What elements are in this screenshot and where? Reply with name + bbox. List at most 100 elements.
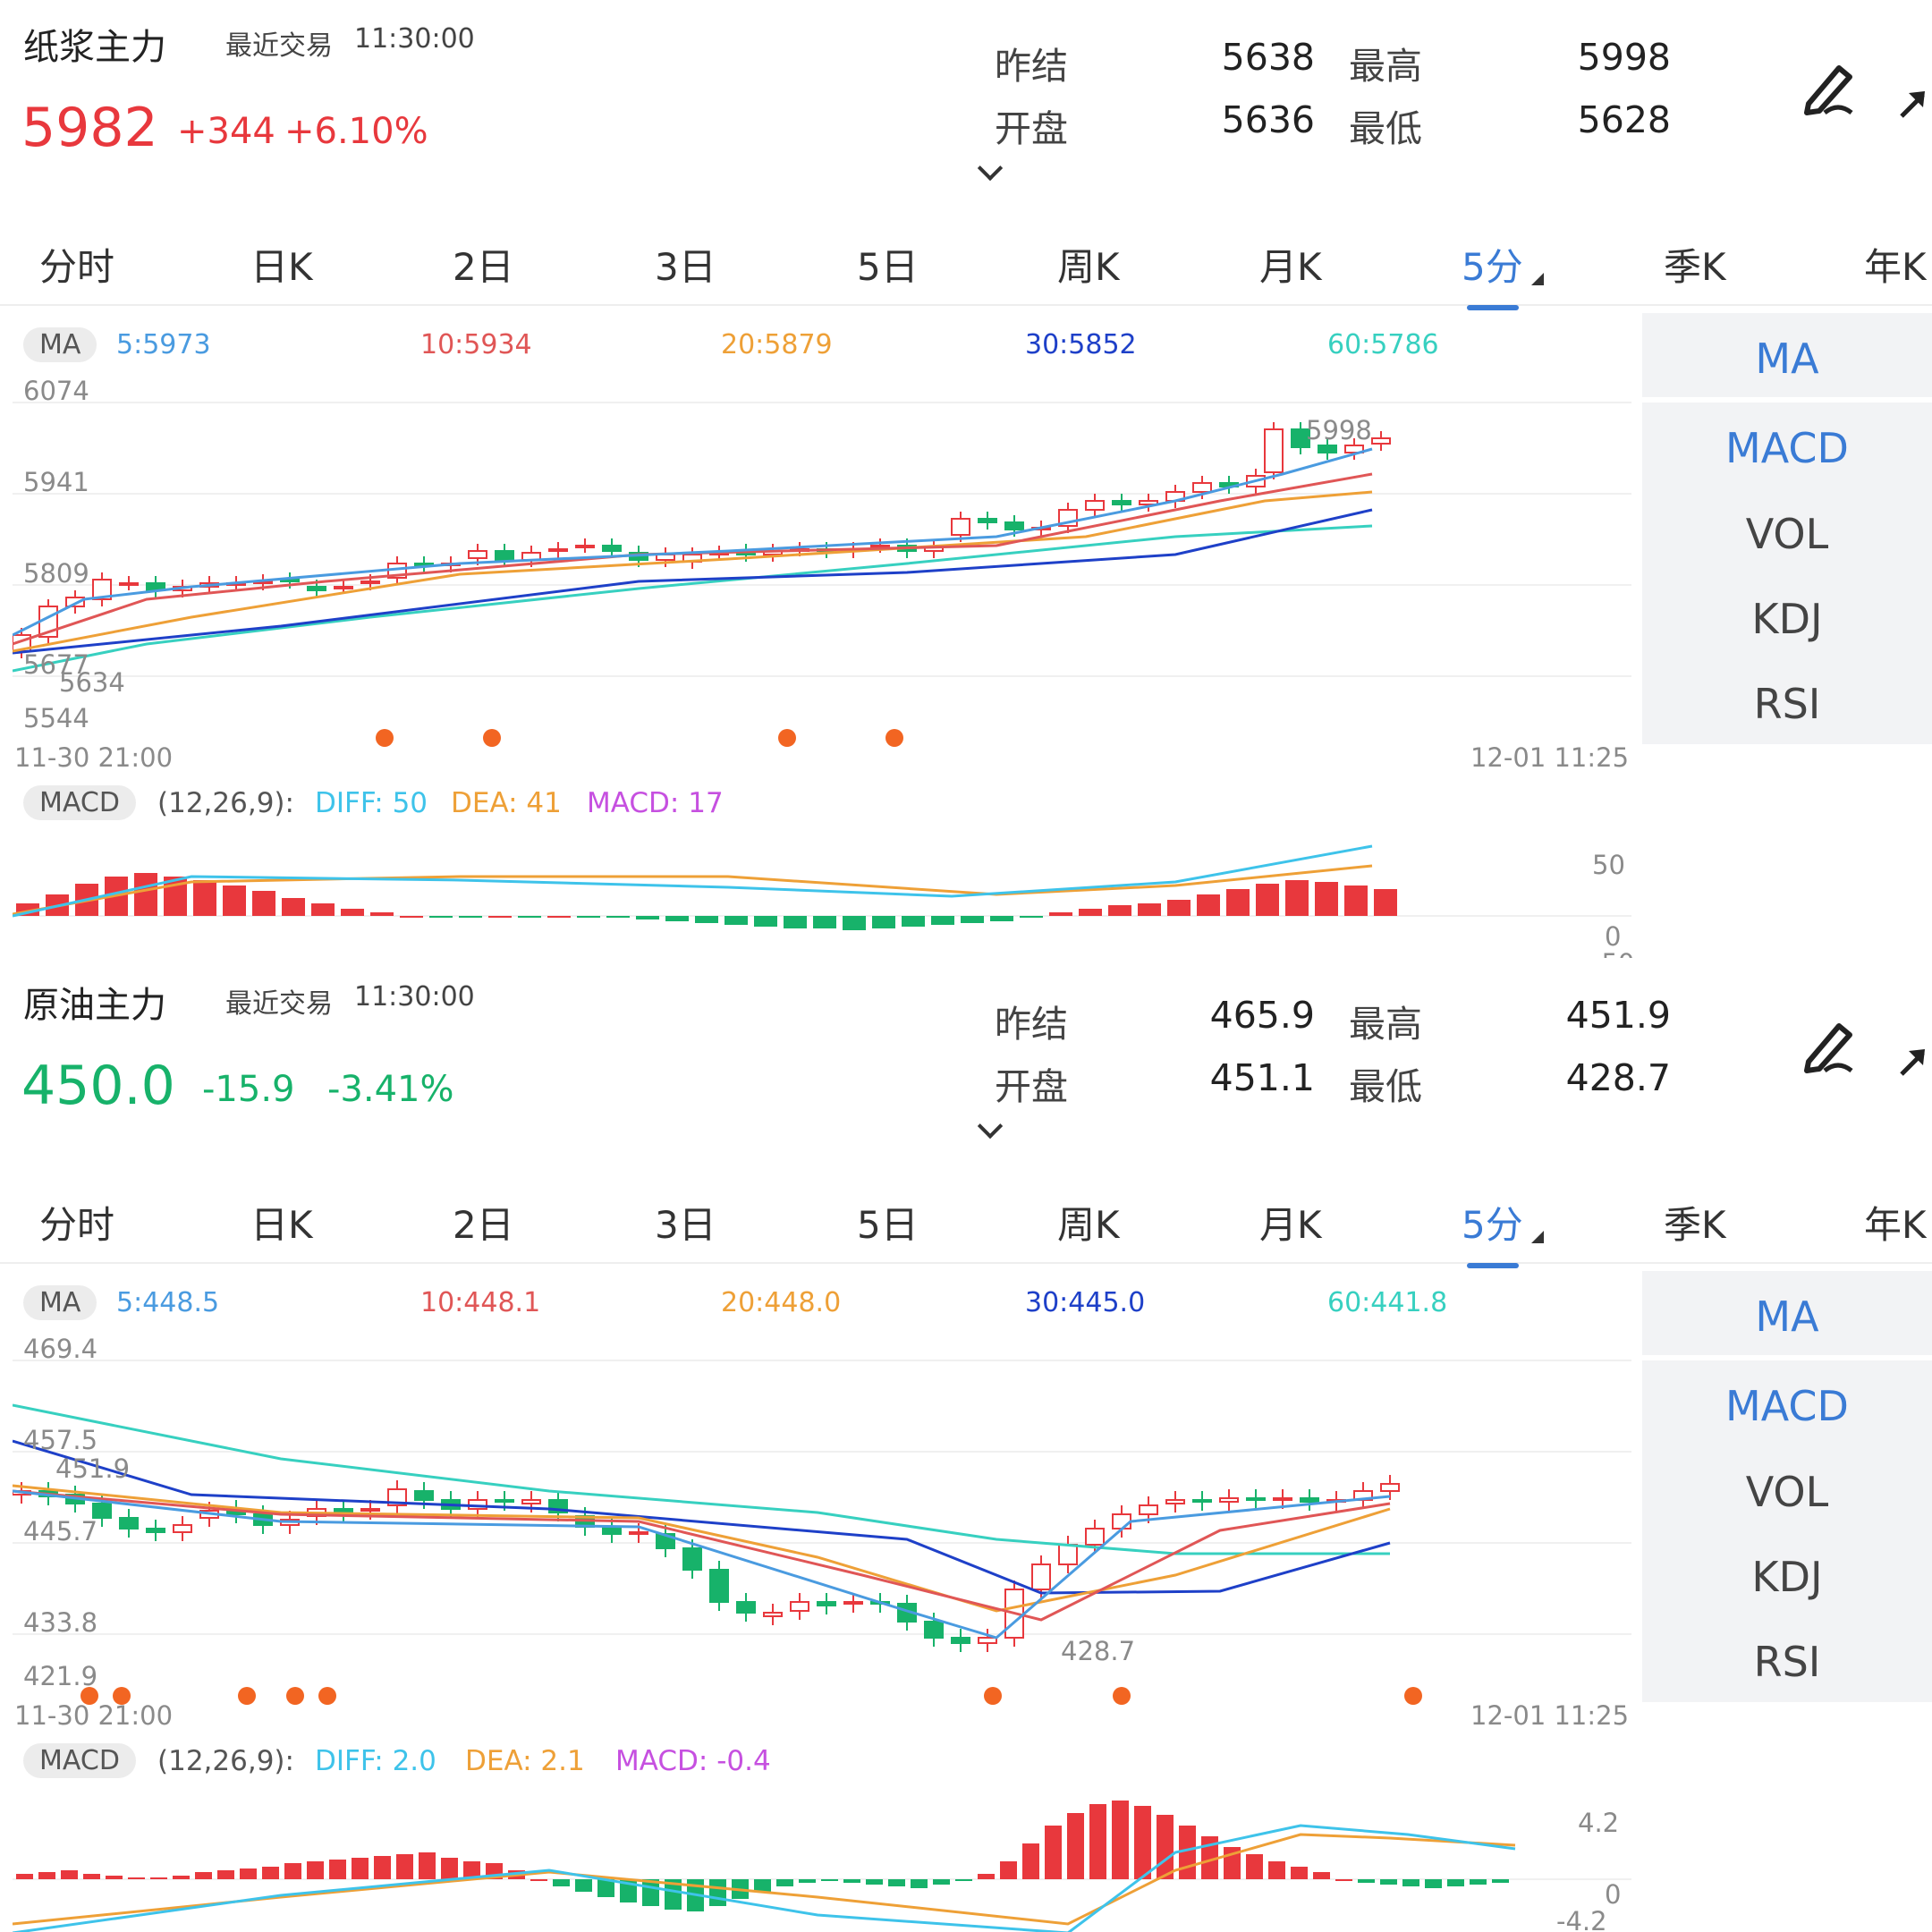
macd-bar — [1246, 1854, 1263, 1879]
indicator-vol[interactable]: VOL — [1745, 1468, 1829, 1516]
macd-bar — [902, 916, 925, 927]
ma30-value: 30:445.0 — [1025, 1287, 1146, 1318]
indicator-rsi[interactable]: RSI — [1753, 1638, 1821, 1686]
candle — [978, 1637, 997, 1644]
draw-pen-icon[interactable] — [1798, 57, 1860, 120]
ma-legend-label[interactable]: MA — [23, 1285, 97, 1320]
expand-quote-icon[interactable] — [977, 155, 1004, 182]
indicator-kdj[interactable]: KDJ — [1751, 595, 1823, 643]
candle — [575, 545, 595, 548]
candle — [763, 1612, 783, 1617]
y-axis-label: 5941 — [23, 467, 89, 497]
tab-5-day[interactable]: 5日 — [857, 245, 919, 289]
candle — [843, 1601, 863, 1605]
quote-panel-crude: 原油主力 最近交易 11:30:00 450.0 -15.9 -3.41% 昨结… — [0, 958, 1932, 1932]
candlestick-chart[interactable] — [13, 376, 1631, 724]
candle — [146, 1528, 165, 1533]
indicator-vol[interactable]: VOL — [1745, 510, 1829, 558]
tab-5-min[interactable]: 5分 — [1462, 245, 1523, 289]
fullscreen-arrow-icon[interactable] — [1894, 86, 1930, 122]
macd-bar — [1335, 1879, 1352, 1881]
macd-bar — [1374, 889, 1397, 916]
macd-axis-label: 50 — [1592, 850, 1625, 880]
ma20-line — [13, 1484, 1391, 1613]
tab-day-k[interactable]: 日K — [250, 1203, 313, 1247]
indicator-sidebar: MA MACD VOL KDJ RSI — [1642, 313, 1932, 744]
tab-day-k[interactable]: 日K — [250, 245, 313, 289]
indicator-rsi[interactable]: RSI — [1753, 680, 1821, 728]
macd-bar — [1022, 1843, 1039, 1879]
fullscreen-arrow-icon[interactable] — [1894, 1044, 1930, 1080]
expand-quote-icon[interactable] — [977, 1113, 1004, 1140]
tab-3-day[interactable]: 3日 — [655, 1203, 716, 1247]
tab-timeshare[interactable]: 分时 — [39, 245, 115, 289]
macd-bar — [1380, 1879, 1397, 1885]
macd-chart[interactable] — [13, 841, 1631, 958]
x-axis-start: 11-30 21:00 — [14, 1700, 174, 1731]
macd-bar — [1049, 912, 1072, 916]
candle — [951, 1637, 970, 1644]
tab-timeshare[interactable]: 分时 — [39, 1203, 115, 1247]
candle — [1273, 1497, 1292, 1501]
tab-week-k[interactable]: 周K — [1057, 1203, 1120, 1247]
candle — [1139, 500, 1158, 505]
candle — [1246, 1497, 1266, 1501]
macd-bar — [872, 916, 895, 928]
macd-legend-label[interactable]: MACD — [23, 1743, 136, 1778]
macd-bar — [1358, 1879, 1375, 1883]
macd-bar — [1089, 1804, 1106, 1879]
candle — [924, 1621, 944, 1639]
y-axis-label: 469.4 — [23, 1334, 98, 1364]
macd-bar — [1020, 916, 1043, 918]
macd-bar — [284, 1863, 301, 1879]
indicator-ma[interactable]: MA — [1755, 335, 1819, 383]
tab-year-k[interactable]: 年K — [1864, 1203, 1927, 1247]
macd-chart[interactable] — [13, 1799, 1631, 1932]
macd-legend-label[interactable]: MACD — [23, 785, 136, 820]
last-trade-label: 最近交易 — [225, 30, 333, 62]
indicator-macd[interactable]: MACD — [1725, 1382, 1849, 1430]
macd-bar — [1226, 889, 1250, 916]
draw-pen-icon[interactable] — [1798, 1015, 1860, 1078]
candle — [334, 1508, 353, 1513]
tab-quarter-k[interactable]: 季K — [1664, 245, 1726, 289]
tab-year-k[interactable]: 年K — [1864, 245, 1927, 289]
tab-2-day[interactable]: 2日 — [453, 1203, 514, 1247]
macd-bar — [665, 916, 689, 921]
open-label: 开盘 — [995, 1065, 1068, 1108]
tab-5-day[interactable]: 5日 — [857, 1203, 919, 1247]
tab-3-day[interactable]: 3日 — [655, 245, 716, 289]
candle — [280, 579, 300, 582]
macd-bar — [754, 1879, 771, 1892]
macd-bar — [1425, 1879, 1442, 1888]
ma60-line — [13, 524, 1373, 673]
candle — [629, 1531, 648, 1535]
macd-bar — [961, 916, 984, 923]
indicator-macd[interactable]: MACD — [1725, 424, 1849, 472]
tab-quarter-k[interactable]: 季K — [1664, 1203, 1726, 1247]
last-trade-time: 11:30:00 — [354, 981, 475, 1013]
low-value: 5628 — [1577, 98, 1671, 141]
tab-month-k[interactable]: 月K — [1259, 245, 1322, 289]
tab-2-day[interactable]: 2日 — [453, 245, 514, 289]
tab-month-k[interactable]: 月K — [1259, 1203, 1322, 1247]
tab-5-min[interactable]: 5分 — [1462, 1203, 1523, 1247]
macd-bar — [933, 1879, 950, 1885]
contract-name: 原油主力 — [23, 985, 166, 1026]
indicator-ma[interactable]: MA — [1755, 1292, 1819, 1341]
ma-legend-label[interactable]: MA — [23, 327, 97, 362]
macd-bar — [223, 886, 246, 916]
candle — [119, 582, 139, 586]
candle — [173, 1524, 192, 1533]
indicator-kdj[interactable]: KDJ — [1751, 1553, 1823, 1601]
diff-line — [13, 844, 1373, 918]
high-mark-label: 5998 — [1306, 415, 1372, 445]
last-trade-time: 11:30:00 — [354, 23, 475, 55]
tab-week-k[interactable]: 周K — [1057, 245, 1120, 289]
macd-bar — [547, 916, 571, 918]
macd-macd-value: MACD: 17 — [587, 787, 724, 819]
macd-axis-label: 4.2 — [1578, 1808, 1620, 1838]
candle — [521, 1499, 541, 1504]
candle — [1085, 500, 1105, 511]
candlestick-chart[interactable] — [13, 1334, 1631, 1682]
